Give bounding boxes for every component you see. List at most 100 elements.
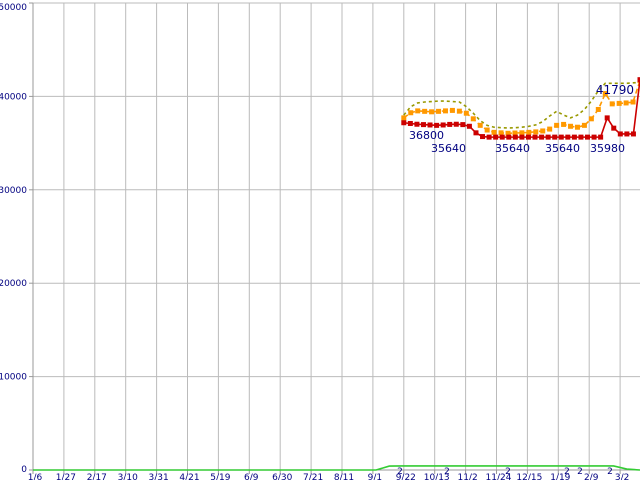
x-tick-label: 9/22 — [396, 473, 416, 480]
series-red-solid-marker — [480, 134, 486, 140]
x-tick-label: 1/6 — [28, 473, 43, 480]
x-tick-label-overlap: 2 — [607, 467, 613, 477]
x-tick-label-overlap: 2 — [397, 467, 403, 477]
series-orange-dashed-marker — [623, 100, 629, 106]
x-tick-label-overlap: 2 — [444, 467, 450, 477]
series-red-solid-marker — [617, 131, 623, 137]
y-tick-label: 0 — [21, 465, 27, 475]
series-red-solid-marker — [539, 134, 545, 140]
series-red-solid-marker — [447, 121, 453, 127]
y-tick-label: 30000 — [0, 186, 27, 196]
series-orange-dashed-marker — [602, 91, 608, 97]
series-red-solid-marker — [493, 134, 499, 140]
series-red-solid-marker — [434, 122, 440, 128]
series-red-solid-marker — [598, 134, 604, 140]
x-tick-label: 11/24 — [486, 473, 512, 480]
x-tick-label: 10/13 — [424, 473, 450, 480]
x-tick-label: 2/9 — [584, 473, 599, 480]
series-red-solid-marker — [591, 134, 597, 140]
series-red-solid-marker — [571, 134, 577, 140]
x-tick-label: 6/9 — [244, 473, 259, 480]
series-red-solid-marker — [407, 120, 413, 126]
x-tick-label: 8/11 — [334, 473, 354, 480]
series-orange-dashed-marker — [574, 124, 580, 130]
series-red-solid-marker — [427, 122, 433, 128]
series-orange-dashed-marker — [436, 108, 442, 114]
series-olive-dotted — [403, 81, 640, 129]
series-red-solid-marker — [466, 123, 472, 129]
data-point-label: 35640 — [431, 142, 466, 155]
x-tick-label: 11/2 — [457, 473, 477, 480]
series-red-solid-marker — [525, 134, 531, 140]
series-red-solid-marker — [473, 130, 479, 136]
series-red-solid-marker — [630, 131, 636, 137]
data-point-label: 41790 — [596, 83, 634, 97]
data-point-label: 36800 — [409, 129, 444, 142]
series-orange-dashed-marker — [449, 107, 455, 113]
x-tick-label-overlap: 2 — [564, 467, 570, 477]
series-red-solid-marker — [420, 122, 426, 128]
series-orange-dashed-marker — [630, 99, 636, 105]
series-orange-dashed-marker — [463, 110, 469, 116]
series-red-solid-marker — [545, 134, 551, 140]
series-red-solid-marker — [519, 134, 525, 140]
series-orange-dashed-marker — [415, 108, 421, 114]
series-orange-dashed-marker — [484, 127, 490, 133]
x-tick-label: 3/31 — [148, 473, 168, 480]
series-red-solid-marker — [453, 121, 459, 127]
series-red-solid-marker — [499, 134, 505, 140]
series-orange-dashed-marker — [554, 122, 560, 128]
series-orange-dashed-marker — [491, 129, 497, 135]
series-orange-dashed-marker — [526, 129, 532, 135]
series-red-solid-marker — [637, 77, 640, 83]
series-orange-dashed-marker — [540, 128, 546, 134]
series-red-solid-marker — [585, 134, 591, 140]
series-orange-dashed-marker — [609, 101, 615, 107]
x-tick-label: 2/17 — [87, 473, 107, 480]
x-tick-label: 1/27 — [56, 473, 76, 480]
series-red-solid-marker — [512, 134, 518, 140]
x-tick-label: 7/21 — [303, 473, 323, 480]
data-point-label: 35980 — [590, 142, 625, 155]
series-orange-dashed-marker — [401, 115, 407, 121]
x-axis-tick-labels: 1/6 1/27 2/17 3/10 3/31 4/21 5/19 6/9 6/30 7/21 8/… — [28, 467, 630, 480]
data-point-label: 35640 — [545, 142, 580, 155]
series-red-solid-marker — [414, 121, 420, 127]
series-green-baseline — [33, 465, 640, 471]
series-red-solid-marker — [578, 134, 584, 140]
series-red-solid-marker — [558, 134, 564, 140]
series-orange-dashed-marker — [477, 122, 483, 128]
series-orange-dashed-marker — [470, 116, 476, 122]
series-orange-dashed-marker — [547, 126, 553, 132]
y-tick-label: 10000 — [0, 373, 27, 383]
series-orange-dashed-marker — [595, 106, 601, 112]
y-tick-label: 50000 — [0, 3, 27, 13]
y-tick-label: 20000 — [0, 279, 27, 289]
data-point-label: 35640 — [495, 142, 530, 155]
data-series — [33, 77, 640, 471]
series-orange-dashed-marker — [456, 108, 462, 114]
series-red-solid-marker — [624, 131, 630, 137]
x-tick-label-overlap: 2 — [505, 467, 511, 477]
series-orange-dashed-marker — [519, 130, 525, 136]
series-orange-dashed-marker — [561, 121, 567, 127]
series-orange-dashed-marker — [616, 100, 622, 106]
x-tick-label: 9/1 — [368, 473, 382, 480]
x-tick-label: 6/30 — [272, 473, 292, 480]
series-orange-dashed-marker — [442, 108, 448, 114]
series-orange-dashed-marker — [588, 116, 594, 122]
series-red-solid-marker — [611, 125, 617, 131]
series-orange-dashed-marker — [533, 129, 539, 135]
series-orange-dashed-marker — [422, 108, 428, 114]
series-red-solid-marker — [460, 122, 466, 128]
series-red-solid-marker — [486, 134, 492, 140]
x-tick-label: 12/15 — [516, 473, 542, 480]
x-tick-label-overlap: 2 — [577, 467, 583, 477]
series-red-solid-marker — [506, 134, 512, 140]
series-orange-dashed-marker — [429, 109, 435, 115]
x-tick-label: 1/19 — [550, 473, 570, 480]
y-axis-tick-labels: 0 10000 20000 30000 40000 50000 — [0, 3, 27, 475]
